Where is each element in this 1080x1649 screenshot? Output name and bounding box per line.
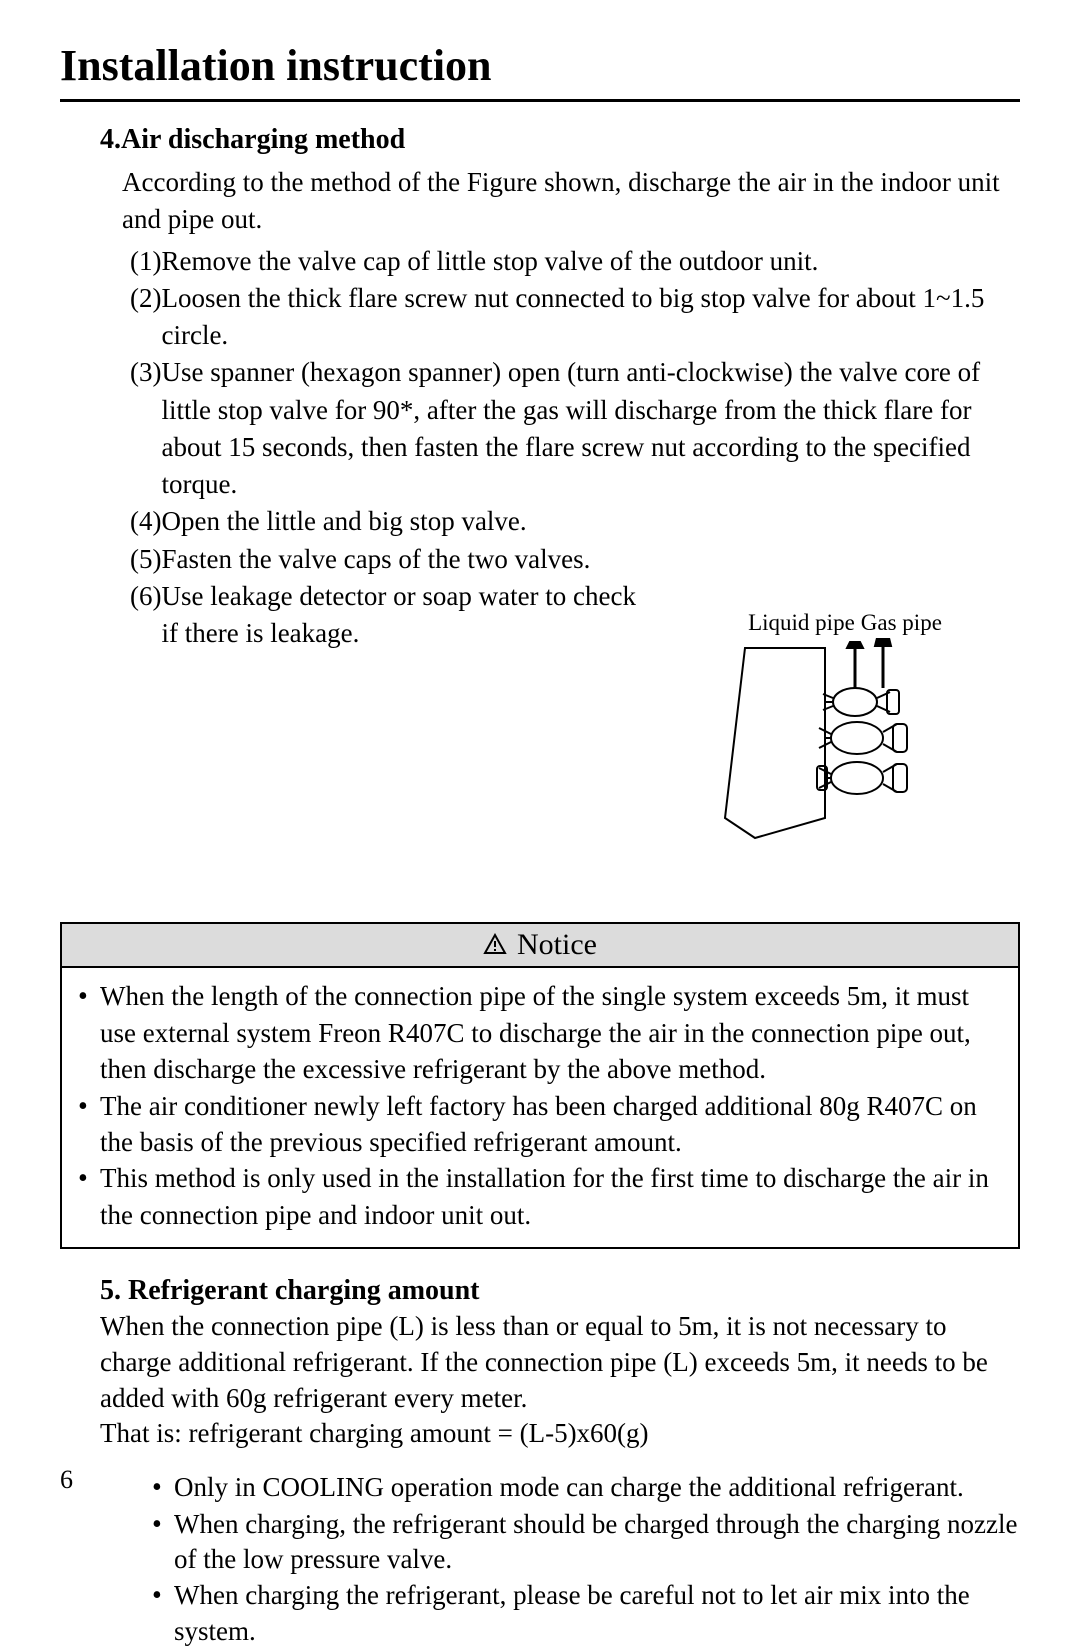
notice-text: This method is only used in the installa… (100, 1160, 1002, 1233)
step-text: Use spanner (hexagon spanner) open (turn… (161, 354, 1020, 503)
title-divider (60, 99, 1020, 102)
notice-title: Notice (517, 928, 597, 962)
notice-box: Notice When the length of the connection… (60, 922, 1020, 1249)
bullet-icon (152, 1470, 174, 1507)
step-number: (5) (130, 541, 161, 578)
section4-heading: 4.Air discharging method (100, 124, 1020, 156)
s5-text: Only in COOLING operation mode can charg… (174, 1470, 1020, 1507)
step-6: (6) Use leakage detector or soap water t… (130, 578, 650, 653)
s5-item: When charging, the refrigerant should be… (152, 1507, 1020, 1578)
valve-diagram: Liquid pipe Gas pipe (705, 610, 985, 870)
section5-text: When the connection pipe (L) is less tha… (100, 1311, 988, 1412)
valves-icon (715, 638, 975, 858)
s5-item: Only in COOLING operation mode can charg… (152, 1470, 1020, 1507)
step-number: (6) (130, 578, 161, 653)
bullet-icon (152, 1507, 174, 1578)
step-text-inner: Loosen the thick flare screw nut connect… (161, 283, 984, 350)
section5-body: When the connection pipe (L) is less tha… (100, 1309, 1020, 1452)
section5-bullets: Only in COOLING operation mode can charg… (152, 1470, 1020, 1649)
step-5: (5) Fasten the valve caps of the two val… (130, 541, 1020, 578)
notice-text: When the length of the connection pipe o… (100, 978, 1002, 1087)
notice-header: Notice (62, 924, 1018, 968)
step-text: Remove the valve cap of little stop valv… (161, 243, 818, 280)
step-3: (3) Use spanner (hexagon spanner) open (… (130, 354, 1020, 503)
step-2: (2) Loosen the thick flare screw nut con… (130, 280, 1020, 355)
notice-body: When the length of the connection pipe o… (62, 968, 1018, 1247)
step-text: Fasten the valve caps of the two valves. (161, 541, 590, 578)
step-number: (3) (130, 354, 161, 503)
section4-steps: (1) Remove the valve cap of little stop … (130, 243, 1020, 653)
step-4: (4) Open the little and big stop valve. (130, 503, 1020, 540)
warning-icon (483, 933, 507, 957)
s5-text: When charging the refrigerant, please be… (174, 1578, 1020, 1649)
step-number: (2) (130, 280, 161, 355)
notice-item: When the length of the connection pipe o… (78, 978, 1002, 1087)
s5-text: When charging, the refrigerant should be… (174, 1507, 1020, 1578)
section4-intro: According to the method of the Figure sh… (122, 164, 1020, 239)
step-text: Loosen the thick flare screw nut connect… (161, 280, 1020, 355)
step-number: (4) (130, 503, 161, 540)
notice-item: The air conditioner newly left factory h… (78, 1088, 1002, 1161)
step-number: (1) (130, 243, 161, 280)
bullet-icon (78, 978, 100, 1087)
step-text: Open the little and big stop valve. (161, 503, 526, 540)
page-title: Installation instruction (60, 40, 1020, 91)
step-text: Use leakage detector or soap water to ch… (161, 578, 650, 653)
section5-heading: 5. Refrigerant charging amount (100, 1275, 1020, 1307)
bullet-icon (152, 1578, 174, 1649)
s5-item: When charging the refrigerant, please be… (152, 1578, 1020, 1649)
liquid-pipe-label: Liquid pipe (748, 610, 855, 636)
notice-text: The air conditioner newly left factory h… (100, 1088, 1002, 1161)
section5-formula: That is: refrigerant charging amount = (… (100, 1418, 649, 1448)
bullet-icon (78, 1160, 100, 1233)
bullet-icon (78, 1088, 100, 1161)
step-1: (1) Remove the valve cap of little stop … (130, 243, 1020, 280)
notice-item: This method is only used in the installa… (78, 1160, 1002, 1233)
gas-pipe-label: Gas pipe (861, 610, 942, 636)
page-number: 6 (60, 1465, 73, 1495)
